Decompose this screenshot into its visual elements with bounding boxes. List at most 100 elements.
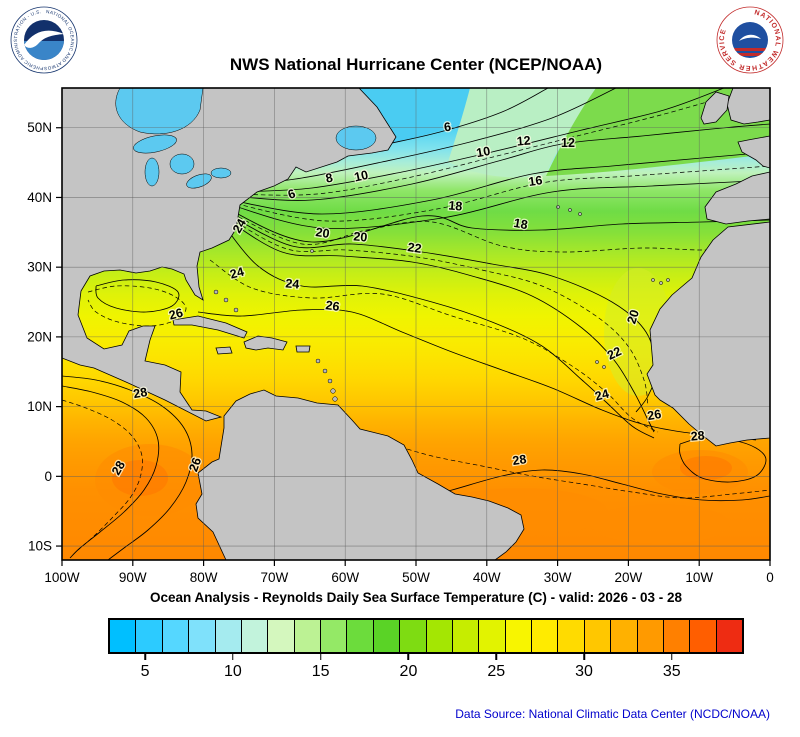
lat-tick-label: 50N [27,120,52,135]
noaa-logo: NATIONAL OCEANIC AND ATMOSPHERIC ADMINIS… [8,4,80,76]
cuba [172,315,248,339]
colorbar-tick-label: 20 [399,663,418,680]
contour-label: 18 [513,216,529,232]
colorbar-cell [136,620,163,652]
colorbar-cell [110,620,137,652]
contour-label: 24 [285,276,300,291]
small-islands [213,205,670,402]
colorbar-tick [583,654,585,660]
nws-bird-icon [739,34,761,41]
sst-contour [235,88,617,187]
contour-label: 20 [353,229,368,244]
colorbar-cell [532,620,559,652]
lon-tick-label: 80W [190,570,218,585]
jamaica [215,346,233,355]
lon-tick-label: 60W [331,570,359,585]
lon-tick-label: 0 [766,570,774,585]
noaa-logo-emblem [24,20,64,60]
contour-label: 12 [561,136,575,150]
contour-label: 12 [516,133,531,148]
sst-contour [231,123,770,201]
sst-contour-dashed [230,99,715,196]
colorbar-cell [373,620,401,652]
noaa-seagull-icon [24,30,64,48]
colorbar-cell [162,620,190,652]
transition-band [448,88,596,178]
contour-label: 20 [624,308,642,326]
lon-tick-label: 50W [402,570,430,585]
lat-tick-label: 30N [27,260,52,275]
colorbar-cell [321,620,348,652]
lat-tick-label: 0 [44,469,52,484]
sst-contour-dashed [62,399,143,551]
sst-contour-dashed [228,165,770,222]
lake-superior [133,134,177,154]
africa [646,221,770,447]
colorbar-cell [637,620,664,652]
colorbar-cell [584,620,612,652]
graticule [61,88,771,560]
contour-label: 18 [448,198,463,213]
colorbar-cell [241,620,269,652]
page-title: NWS National Hurricane Center (NCEP/NOAA… [229,55,603,74]
lon-tick-label: 70W [261,570,289,585]
sst-contour [227,179,770,229]
contour-label: 16 [528,173,544,189]
colorbar-cell [294,620,321,652]
colorbar-cell [663,620,691,652]
colorbar [108,618,744,654]
contour-label: 24 [228,265,245,282]
colorbar-cell [452,620,480,652]
colorbar-cell [215,620,242,652]
lon-tick-label: 10W [685,570,713,585]
colorbar-tick-label: 5 [140,663,150,680]
guinea-warm-core [680,456,732,480]
axis-labels: 100W 90W 80W 70W 60W 50W 40W 30W 20W 10W 0 50N 40N 30… [27,120,774,585]
southeast-warm-band [590,504,730,544]
contour-label: 26 [186,456,204,474]
colorbar-tick [319,654,322,660]
data-source: Data Source: National Climatic Data Cent… [455,707,770,721]
contour-label: 26 [325,298,341,314]
map-caption: Ocean Analysis - Reynolds Daily Sea Surf… [150,590,682,605]
colorbar-cell [690,620,717,652]
lake-michigan [144,157,160,187]
sst-contour [229,151,770,215]
nws-logo-emblem [732,22,768,58]
sst-contour [219,219,655,439]
colorbar-tick [407,654,410,660]
contour-label: 20 [315,225,331,241]
nws-logo-graphic: NATIONAL WEATHER SERVICE [716,6,784,74]
lon-tick-label: 90W [119,570,147,585]
sst-contour-dashed [224,209,770,253]
nws-logo: NATIONAL WEATHER SERVICE [714,4,786,76]
ireland [700,91,730,125]
sst-contour [221,215,655,433]
lon-tick-label: 20W [615,570,643,585]
contour-label: 26 [167,306,184,323]
lon-tick-label: 40W [473,570,501,585]
colorbar-cell [611,620,638,652]
colorbar-cell [716,620,742,652]
colorbar-tick-label: 35 [662,663,681,680]
colorbar-tick-label: 10 [223,663,242,680]
contour-label: 10 [475,144,491,160]
lon-tick-label: 100W [44,570,80,585]
sst-contour [233,88,725,193]
colorbar-cell [479,620,506,652]
sst-contour [95,279,180,313]
contour-label: 28 [512,452,528,468]
colorbar-cell [558,620,585,652]
contour-label: 10 [353,168,370,185]
lake-huron [169,153,195,175]
colorbar-ticks: 5 10 15 20 25 30 35 [110,654,742,688]
france [737,135,770,169]
lon-tick-label: 30W [544,570,572,585]
contour-label: 22 [407,240,423,256]
contour-label: 24 [593,387,610,404]
puerto-rico [295,345,311,353]
land-masses [62,88,770,560]
lake-ontario [210,167,232,179]
sst-map: 100W 90W 80W 70W 60W 50W 40W 30W 20W 10W 0 50N 40N 30… [27,87,774,585]
sst-contour [197,308,757,441]
